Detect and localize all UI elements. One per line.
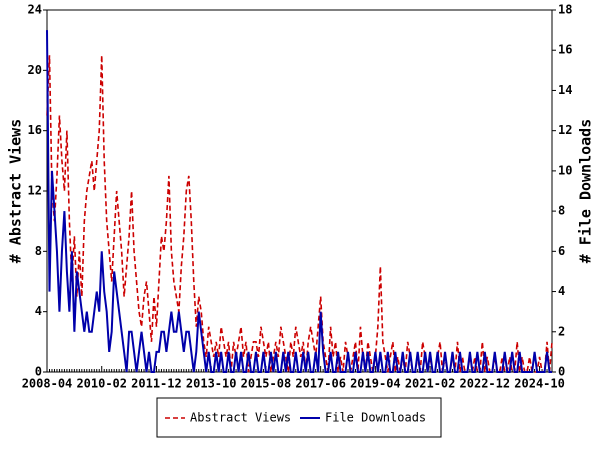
- x-tick-label: 2017-06: [295, 377, 346, 391]
- series-line: [46, 55, 553, 373]
- x-tick-label: 2021-02: [405, 377, 456, 391]
- y2-tick-label: 0: [558, 365, 565, 379]
- y2-tick-label: 18: [558, 3, 572, 17]
- y2-tick-label: 10: [558, 163, 572, 177]
- y-tick-label: 24: [28, 3, 42, 17]
- x-tick-label: 2011-12: [131, 377, 182, 391]
- x-tick-label: 2019-04: [350, 377, 401, 391]
- y2-tick-label: 6: [558, 244, 565, 258]
- y-tick-label: 0: [35, 365, 42, 379]
- y2-tick-label: 14: [558, 83, 572, 97]
- series-line: [46, 30, 552, 373]
- legend-label: File Downloads: [325, 411, 426, 425]
- x-tick-label: 2013-10: [186, 377, 237, 391]
- y-tick-label: 16: [28, 123, 42, 137]
- legend-box: [156, 397, 442, 438]
- legend-label: Abstract Views: [190, 411, 291, 425]
- y2-tick-label: 8: [558, 204, 565, 218]
- x-tick-label: 2008-04: [22, 377, 73, 391]
- x-tick-label: 2022-12: [460, 377, 511, 391]
- y-tick-label: 20: [28, 63, 42, 77]
- y2-axis-label: # File Downloads: [577, 119, 595, 264]
- y-tick-label: 4: [35, 304, 42, 318]
- x-tick-label: 2010-02: [76, 377, 127, 391]
- y2-tick-label: 4: [558, 284, 565, 298]
- y2-tick-label: 16: [558, 43, 572, 57]
- y2-tick-label: 12: [558, 123, 572, 137]
- y2-tick-label: 2: [558, 324, 565, 338]
- y-tick-label: 12: [28, 184, 42, 198]
- x-tick-label: 2015-08: [241, 377, 292, 391]
- plot-frame: [46, 9, 553, 373]
- y-tick-label: 8: [35, 244, 42, 258]
- x-tick-label: 2024-10: [514, 377, 565, 391]
- y-axis-label: # Abstract Views: [7, 119, 25, 264]
